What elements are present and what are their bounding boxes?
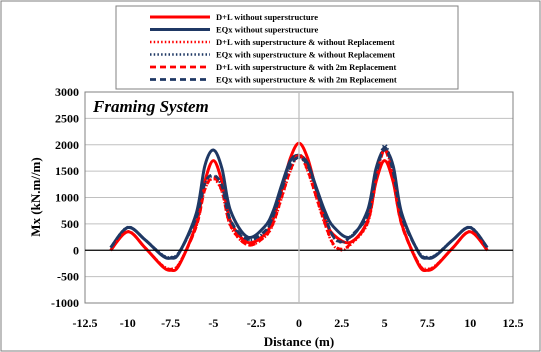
y-tick-label: 2000 [55, 138, 79, 152]
series-line-6 [109, 145, 489, 260]
x-tick-label: 0 [296, 316, 302, 330]
x-tick-label: -12.5 [73, 316, 98, 330]
x-tick-label: -7.5 [161, 316, 180, 330]
x-tick-label: -5 [208, 316, 218, 330]
y-tick-label: -1000 [51, 296, 79, 310]
y-tick-label: 1500 [55, 164, 79, 178]
legend-label-4: EQx with superstructure & without Replac… [216, 50, 395, 60]
x-tick-label: 2.5 [334, 316, 349, 330]
legend-box [115, 5, 459, 90]
x-tick-label: 7.5 [420, 316, 435, 330]
x-axis-title: Distance (m) [264, 334, 334, 349]
legend: D+L without superstructure EQx without su… [115, 5, 459, 90]
legend-label-3: D+L with superstructure & without Replac… [216, 37, 395, 47]
y-tick-label: 0 [73, 243, 79, 257]
y-tick-label: 1000 [55, 191, 79, 205]
legend-label-2: EQx without superstructure [216, 25, 319, 35]
legend-label-1: D+L without superstructure [216, 12, 318, 22]
x-tick-label: -10 [120, 316, 136, 330]
chart-annotation: Framing System [92, 97, 209, 116]
x-tick-label: 12.5 [503, 316, 524, 330]
y-tick-label: 500 [61, 217, 79, 231]
legend-label-5: D+L with superstructure & with 2m Replac… [216, 62, 397, 72]
y-tick-label: -500 [57, 270, 79, 284]
axes: -1000 -500 0 500 1000 1500 2000 2500 3000 -12.5 -1… [51, 85, 524, 330]
y-tick-label: 2500 [55, 111, 79, 125]
x-tick-label: 5 [382, 316, 388, 330]
y-tick-label: 3000 [55, 85, 79, 99]
x-tick-label: -2.5 [247, 316, 266, 330]
x-tick-label: 10 [464, 316, 476, 330]
legend-label-6: EQx with superstructure & with 2m Replac… [216, 75, 397, 85]
y-axis-title: Mx (kN.m//m) [28, 157, 43, 236]
